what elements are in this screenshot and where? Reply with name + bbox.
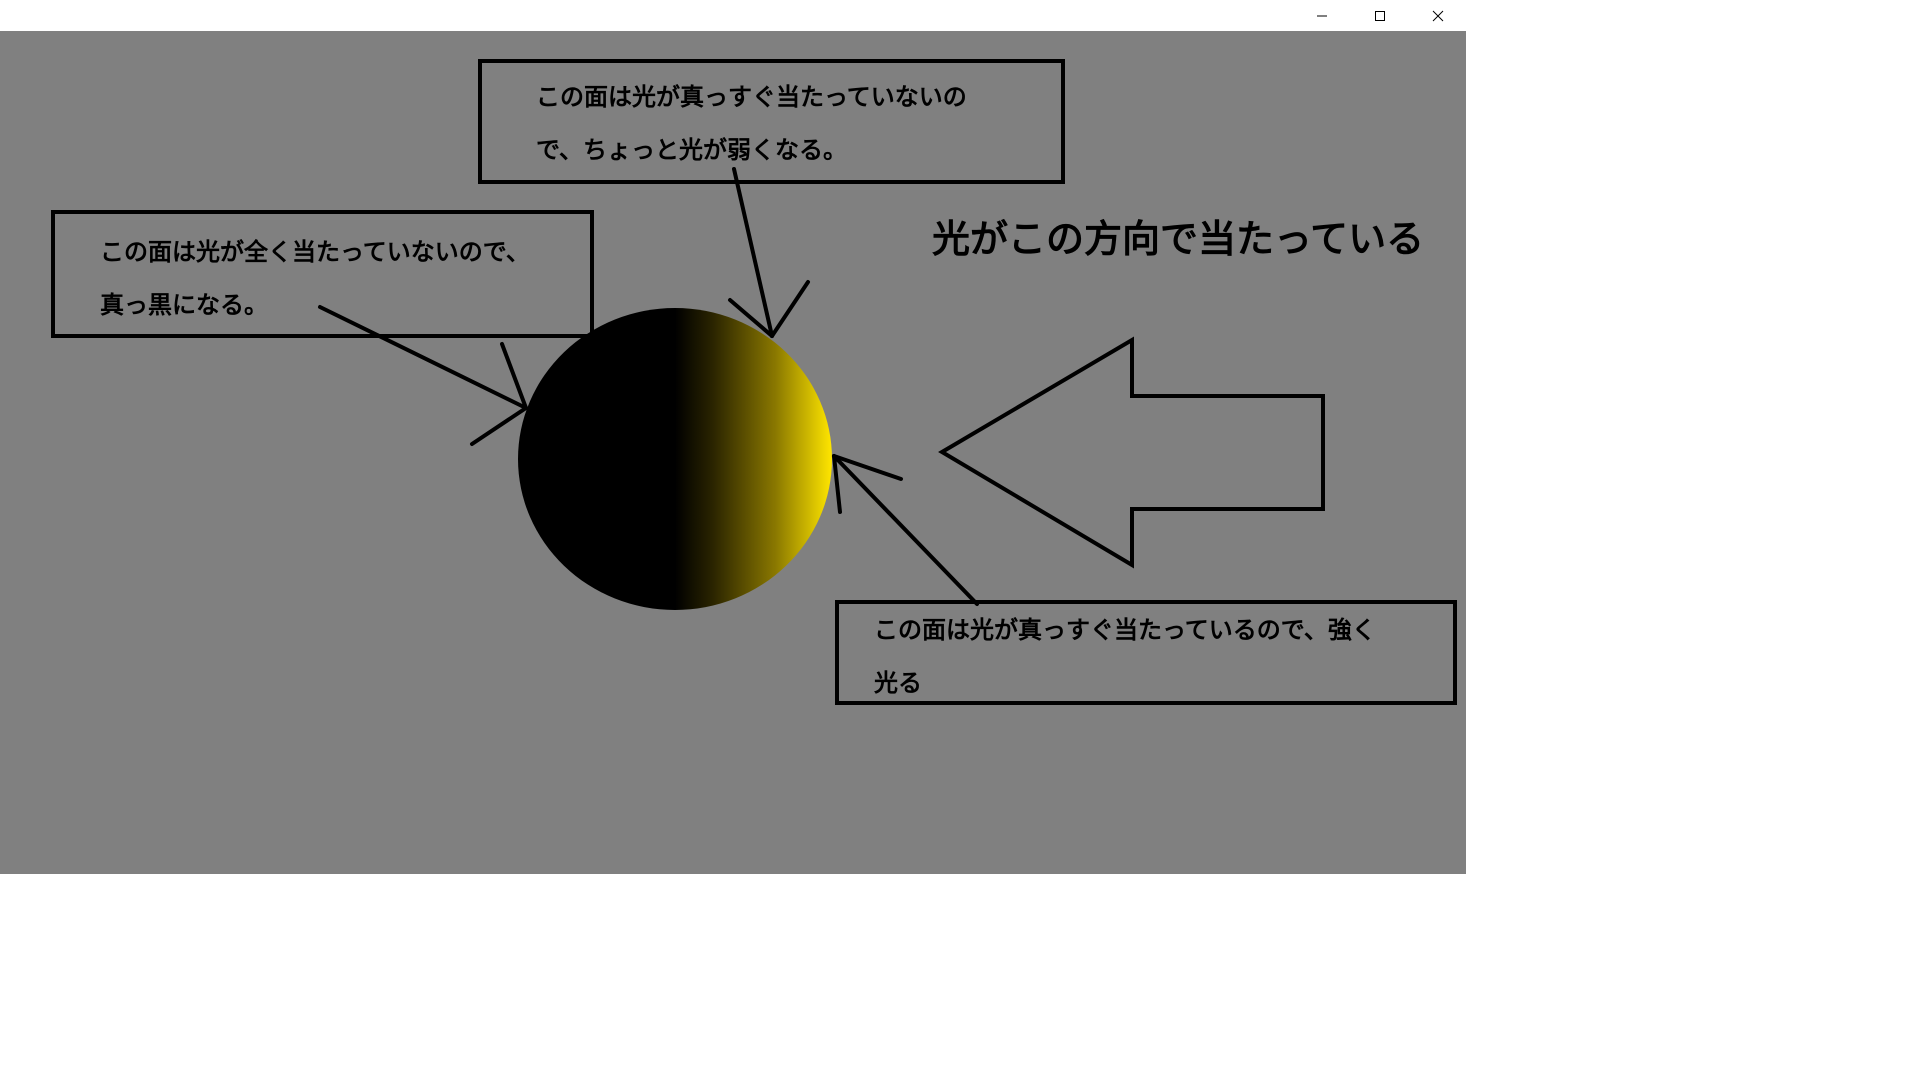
- callout-right: この面は光が真っすぐ当たっているので、強く 光る: [835, 600, 1457, 705]
- callout-top: この面は光が真っすぐ当たっていないの で、ちょっと光が弱くなる。: [478, 59, 1065, 184]
- minimize-button[interactable]: [1293, 0, 1351, 31]
- callout-left: この面は光が全く当たっていないので、 真っ黒になる。: [51, 210, 594, 338]
- callout-right-line2: 光る: [874, 669, 922, 697]
- maximize-button[interactable]: [1351, 0, 1409, 31]
- close-icon: [1432, 10, 1444, 21]
- callout-left-line2: 真っ黒になる。: [100, 291, 268, 319]
- light-direction-label: 光がこの方向で当たっている: [932, 217, 1425, 261]
- callout-top-line2: で、ちょっと光が弱くなる。: [536, 136, 848, 164]
- callout-top-line1: この面は光が真っすぐ当たっていないの: [536, 83, 967, 111]
- callout-right-line1: この面は光が真っすぐ当たっているので、強く: [874, 616, 1376, 644]
- maximize-icon: [1375, 10, 1385, 21]
- minimize-icon: [1317, 15, 1327, 16]
- callout-left-line1: この面は光が全く当たっていないので、: [100, 238, 530, 266]
- close-button[interactable]: [1409, 0, 1467, 31]
- title-bar: [0, 0, 1466, 31]
